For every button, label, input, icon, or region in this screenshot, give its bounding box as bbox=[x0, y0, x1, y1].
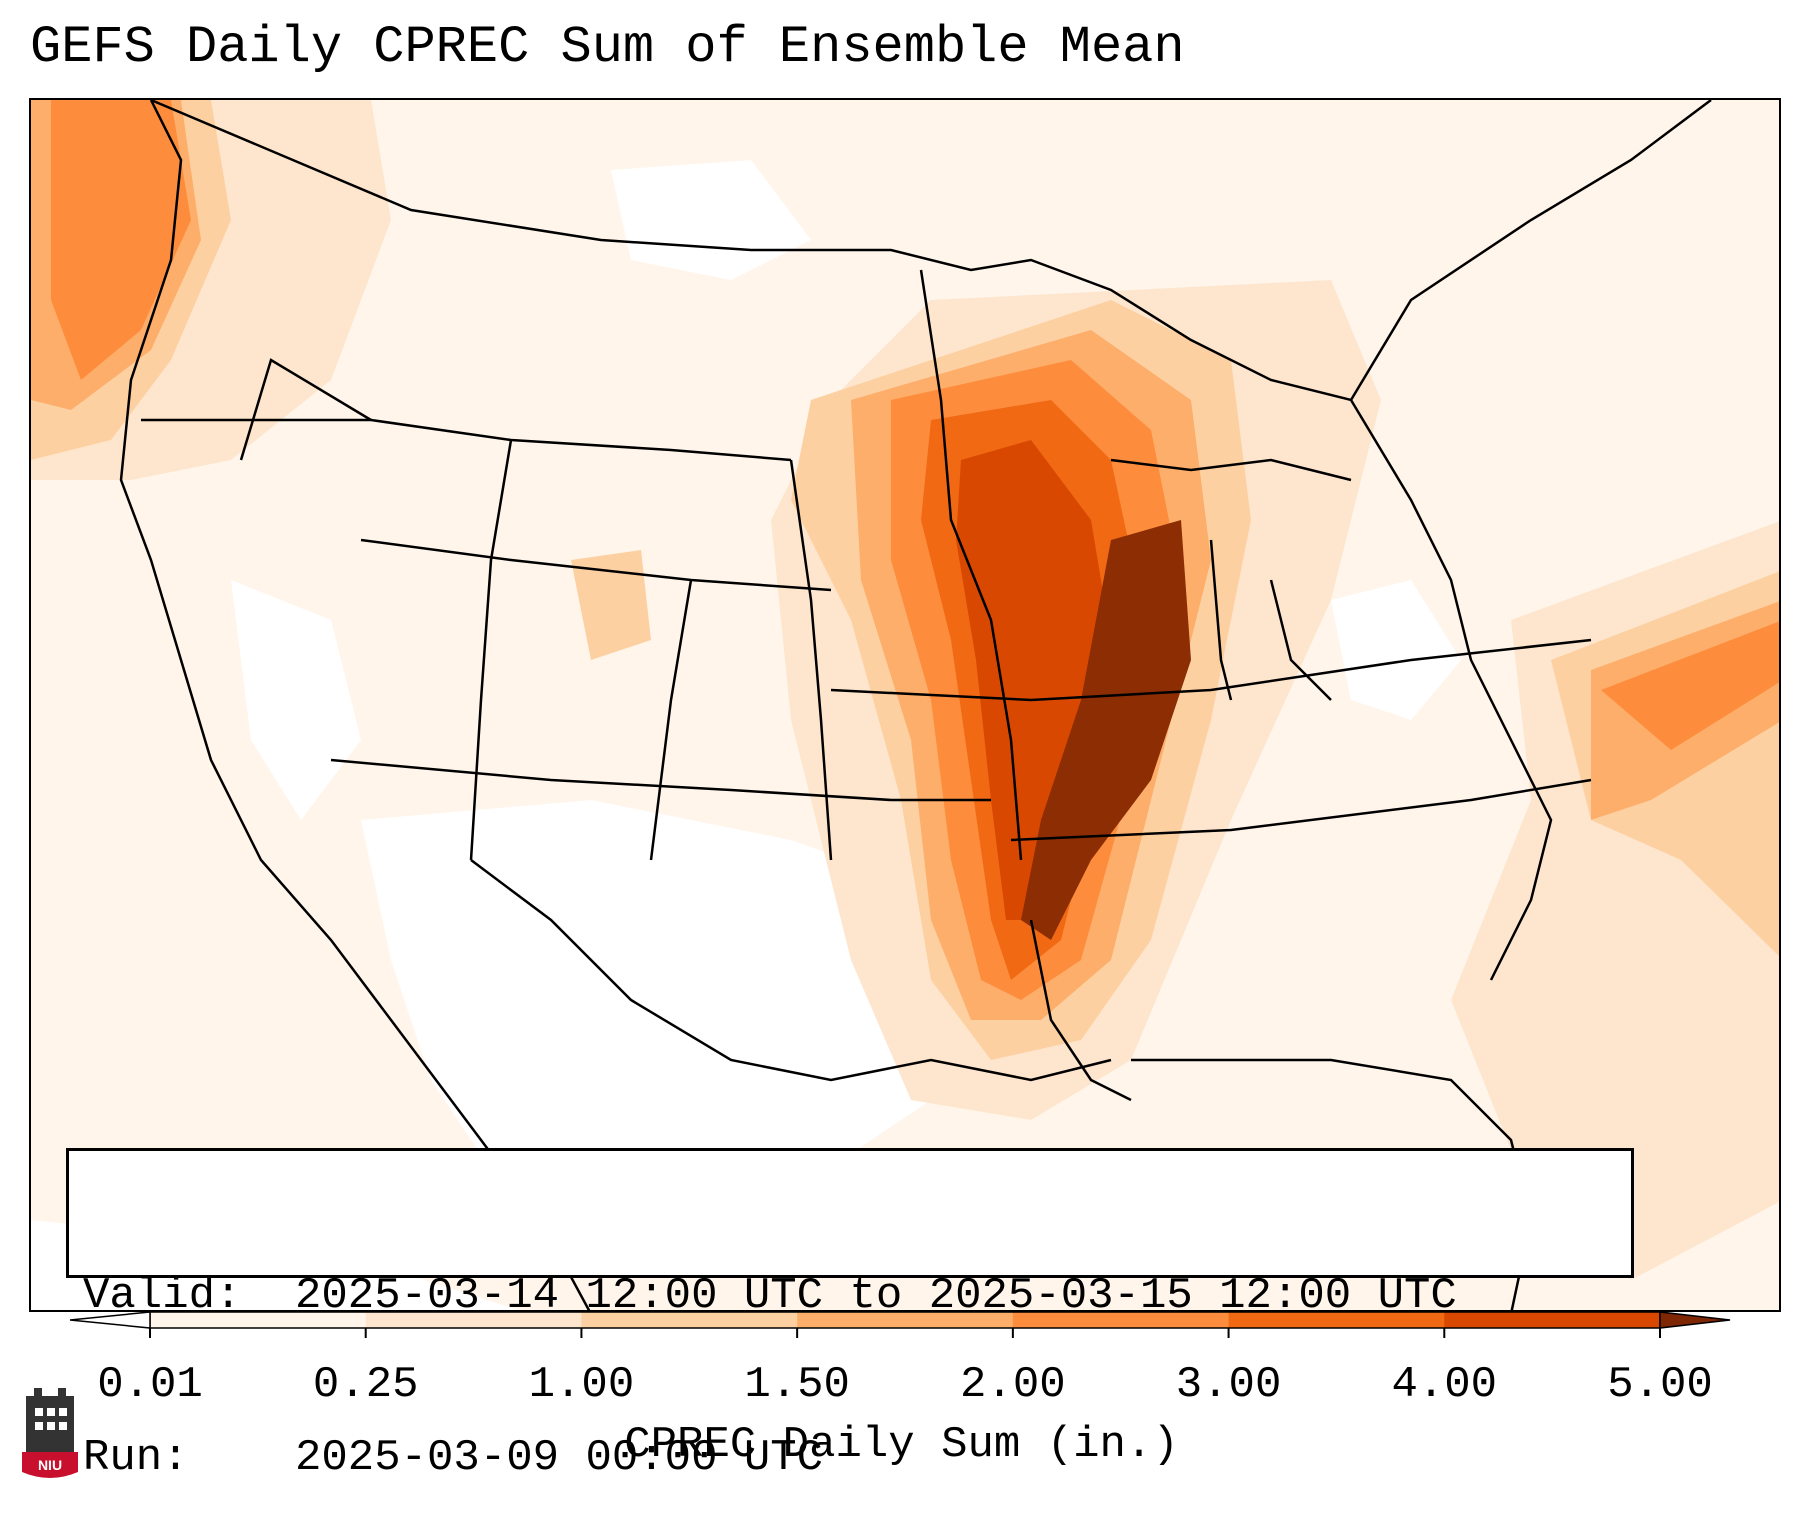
colorbar-tick-label: 0.01 bbox=[97, 1360, 203, 1410]
colorbar-tick-label: 5.00 bbox=[1607, 1360, 1713, 1410]
colorbar-segments bbox=[149, 1311, 1661, 1329]
logo-shield bbox=[22, 1452, 78, 1478]
logo-text: NIU bbox=[38, 1457, 62, 1473]
colorbar-tick-label: 2.00 bbox=[960, 1360, 1066, 1410]
colorbar-segment bbox=[797, 1312, 1014, 1328]
colorbar-tick-label: 1.50 bbox=[744, 1360, 850, 1410]
colorbar-over-arrow bbox=[1659, 1311, 1731, 1329]
map-borders bbox=[119, 100, 1712, 1310]
colorbar-segment bbox=[1012, 1312, 1230, 1328]
colorbar-tick-label: 3.00 bbox=[1175, 1360, 1282, 1410]
run-value: 2025-03-09 00:00 UTC bbox=[295, 1433, 824, 1483]
valid-run-info-box: Valid: 2025-03-14 12:00 UTC to 2025-03-1… bbox=[66, 1148, 1634, 1483]
colorbar-segment bbox=[581, 1312, 798, 1328]
colorbar-segment bbox=[365, 1312, 582, 1328]
run-line: Run: 2025-03-09 00:00 UTC bbox=[83, 1431, 1617, 1485]
colorbar-segment bbox=[150, 1312, 367, 1328]
precip-map bbox=[29, 98, 1781, 1312]
colorbar-tick-label: 1.00 bbox=[528, 1360, 635, 1410]
colorbar bbox=[70, 1311, 1731, 1338]
colorbar-segment bbox=[1444, 1312, 1661, 1328]
precip-max bbox=[1021, 520, 1191, 940]
niu-logo: NIU bbox=[22, 1388, 78, 1478]
map-title: GEFS Daily CPREC Sum of Ensemble Mean bbox=[30, 18, 1185, 77]
map-canvas bbox=[31, 100, 1779, 1310]
colorbar-ticks bbox=[149, 1328, 1661, 1338]
colorbar-segment bbox=[1228, 1312, 1445, 1328]
colorbar-tick-label: 4.00 bbox=[1391, 1360, 1498, 1410]
colorbar-tick-label: 0.25 bbox=[312, 1360, 419, 1410]
precip-core bbox=[956, 440, 1111, 920]
colorbar-under-arrow bbox=[70, 1311, 151, 1329]
run-key: Run: bbox=[83, 1433, 189, 1483]
colorbar-label: CPREC Daily Sum (in.) bbox=[624, 1420, 1179, 1470]
